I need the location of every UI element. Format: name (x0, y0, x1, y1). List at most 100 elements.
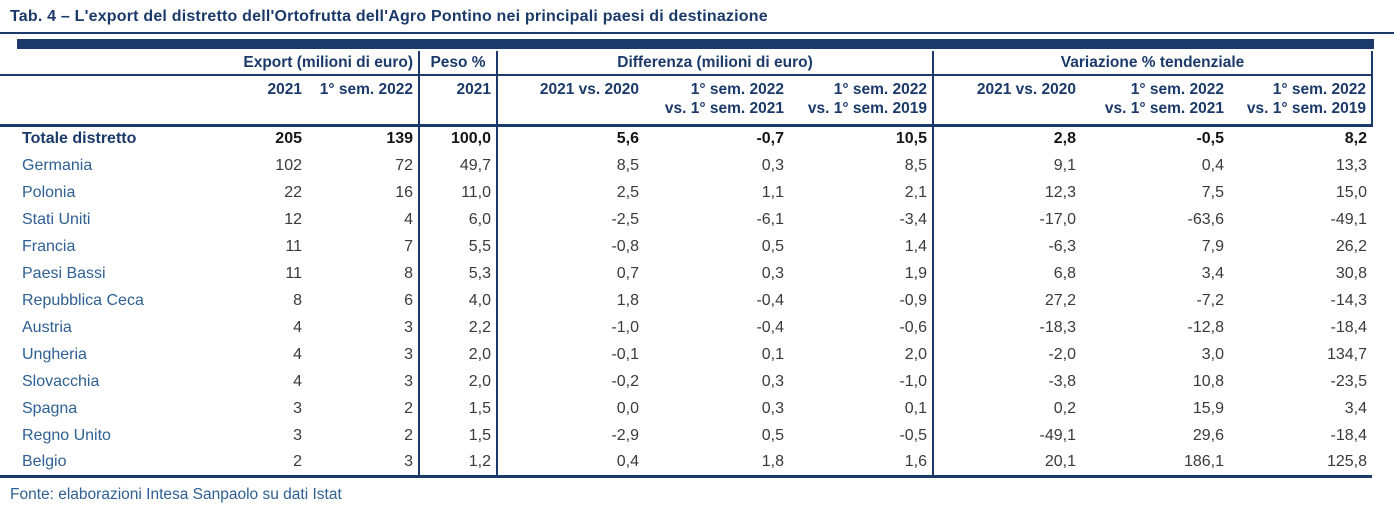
cell: 2,1 (789, 179, 935, 206)
col-header: 2021 (267, 80, 302, 98)
cell: 1,6 (789, 449, 935, 478)
cell: -3,4 (789, 206, 935, 233)
cell: -49,1 (1039, 426, 1077, 444)
col-header: 1° sem. 2022 (789, 75, 935, 100)
row-label: Spagna (22, 399, 78, 417)
cell: 3 (307, 368, 421, 395)
cell: 205 (275, 130, 302, 148)
cell: 2,0 (789, 341, 935, 368)
cell: 10,5 (789, 125, 935, 152)
table-row: Spagna 3 2 1,5 0,0 0,3 0,1 0,2 15,9 3,4 (0, 395, 1372, 422)
cell: 2 (307, 395, 421, 422)
cell: 5,6 (616, 130, 640, 148)
cell: -23,5 (1330, 372, 1368, 390)
table-title: Tab. 4 – L'export del distretto dell'Ort… (0, 5, 1394, 34)
table-row: Repubblica Ceca 8 6 4,0 1,8 -0,4 -0,9 27… (0, 287, 1372, 314)
cell: 4 (293, 345, 302, 363)
cell: -2,5 (611, 210, 640, 228)
cell: 2,0 (419, 368, 499, 395)
table-row: Belgio 2 3 1,2 0,4 1,8 1,6 20,1 186,1 12… (0, 449, 1373, 478)
row-label: Francia (22, 237, 76, 255)
cell: 10,8 (1192, 372, 1225, 390)
col-header: 1° sem. 2022 (690, 80, 785, 98)
cell: 0,5 (761, 237, 785, 255)
cell: 0,2 (1053, 399, 1077, 417)
export-table: Export (milioni di euro) Peso % Differen… (0, 51, 1374, 478)
cell: 3 (293, 426, 302, 444)
cell: 20,1 (933, 449, 1082, 478)
col-header: vs. 1° sem. 2021 (644, 100, 790, 127)
cell: 5,5 (419, 233, 499, 260)
cell: 12 (284, 210, 302, 228)
row-label: Repubblica Ceca (22, 291, 144, 309)
table-row: Ungheria 4 3 2,0 -0,1 0,1 2,0 -2,0 3,0 1… (0, 341, 1372, 368)
header-empty-cell (0, 51, 230, 76)
cell: 2,2 (419, 314, 499, 341)
col-header (497, 100, 645, 127)
cell: 3 (293, 399, 302, 417)
cell: 15,9 (1192, 399, 1225, 417)
cell: 2,8 (1053, 130, 1077, 148)
cell: 100,0 (419, 125, 499, 152)
cell: 0,3 (761, 156, 785, 174)
cell: 186,1 (1081, 449, 1230, 478)
cell: -12,8 (1187, 318, 1225, 336)
cell: -3,8 (1048, 372, 1077, 390)
cell: -0,6 (789, 314, 935, 341)
title-accent-bar (17, 39, 1374, 49)
cell: 27,2 (1044, 291, 1077, 309)
row-label: Ungheria (22, 345, 87, 363)
cell: -2,9 (611, 426, 640, 444)
cell: 0,3 (761, 399, 785, 417)
cell: 1,5 (419, 395, 499, 422)
cell: 1,1 (761, 183, 785, 201)
col-header: 2021 vs. 2020 (539, 80, 640, 98)
cell: -0,9 (789, 287, 935, 314)
cell: 22 (284, 183, 302, 201)
group-header-peso: Peso % (419, 51, 499, 76)
cell: 4 (307, 206, 421, 233)
cell: -0,2 (611, 372, 640, 390)
cell: 3,0 (1201, 345, 1225, 363)
cell: -0,4 (756, 318, 785, 336)
cell: 0,5 (761, 426, 785, 444)
cell: 11,0 (419, 179, 499, 206)
cell: 4,0 (419, 287, 499, 314)
cell: 12,3 (1044, 183, 1077, 201)
row-label: Slovacchia (22, 372, 100, 390)
header-empty-cell (0, 100, 230, 127)
cell: 0,3 (761, 372, 785, 390)
cell: 4 (293, 372, 302, 390)
cell: 2 (307, 422, 421, 449)
cell: 1,5 (419, 422, 499, 449)
cell: -17,0 (1039, 210, 1077, 228)
cell: 6 (307, 287, 421, 314)
cell: 16 (307, 179, 421, 206)
header-empty-cell (0, 75, 230, 100)
cell: 8,5 (789, 152, 935, 179)
cell: 11 (285, 264, 302, 282)
cell: 125,8 (1229, 449, 1373, 478)
cell: -0,8 (611, 237, 640, 255)
table-row: Regno Unito 3 2 1,5 -2,9 0,5 -0,5 -49,1 … (0, 422, 1372, 449)
table-row: Polonia 22 16 11,0 2,5 1,1 2,1 12,3 7,5 … (0, 179, 1372, 206)
col-header (419, 100, 499, 127)
cell: 3,4 (1344, 399, 1368, 417)
cell: 13,3 (1335, 156, 1368, 174)
cell: -7,2 (1196, 291, 1225, 309)
table-row: Germania 102 72 49,7 8,5 0,3 8,5 9,1 0,4… (0, 152, 1372, 179)
row-label: Regno Unito (22, 426, 111, 444)
col-header: 2021 (419, 75, 499, 100)
cell: 3 (307, 449, 421, 478)
cell: -1,0 (611, 318, 640, 336)
cell: 139 (307, 125, 421, 152)
cell: -63,6 (1187, 210, 1225, 228)
table-row: Austria 4 3 2,2 -1,0 -0,4 -0,6 -18,3 -12… (0, 314, 1372, 341)
cell: 7,5 (1201, 183, 1225, 201)
table-row: Francia 11 7 5,5 -0,8 0,5 1,4 -6,3 7,9 2… (0, 233, 1372, 260)
table-row: Slovacchia 4 3 2,0 -0,2 0,3 -1,0 -3,8 10… (0, 368, 1372, 395)
col-header: vs. 1° sem. 2019 (789, 100, 935, 127)
cell: -0,7 (756, 130, 785, 148)
cell: 3,4 (1201, 264, 1225, 282)
